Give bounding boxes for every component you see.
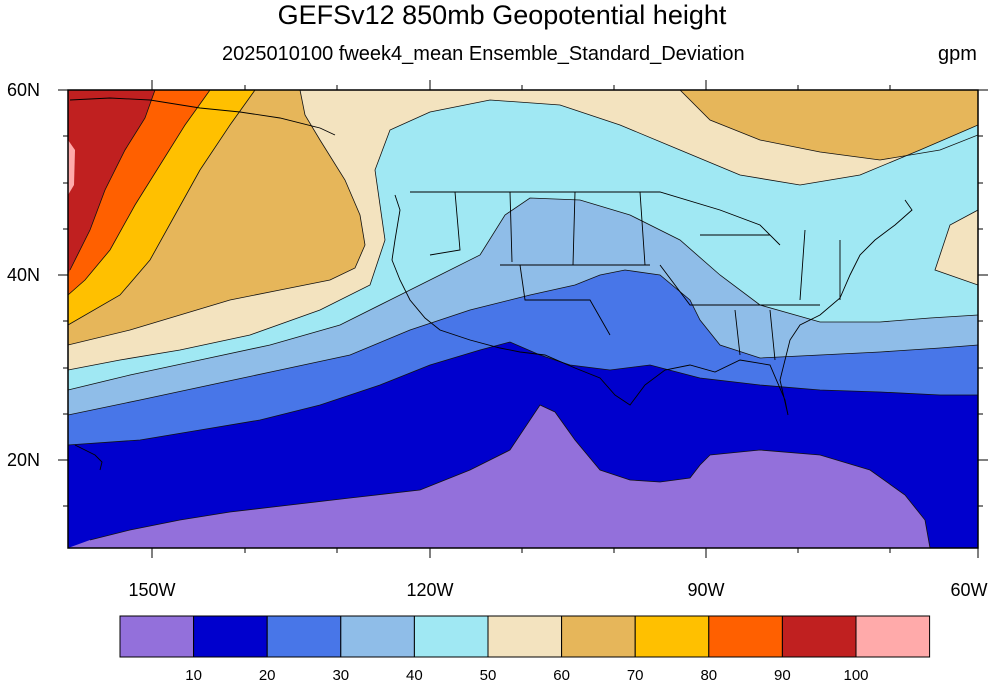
colorbar-tick-label: 90 [774,667,791,684]
chart-title: GEFSv12 850mb Geopotential height [277,0,727,30]
colorbar-swatch [487,615,563,658]
colorbar-swatch [193,615,268,658]
band-0-10 [68,405,930,548]
colorbar-swatch [413,615,489,658]
colorbar-tick-label: 50 [479,667,497,684]
colorbar-swatch [561,615,636,658]
colorbar-tick-label: 70 [626,667,644,684]
colorbar [119,615,931,658]
lon-label-90w: 90W [687,580,725,600]
lon-label-60w: 60W [950,580,988,600]
colorbar-swatch [634,615,710,658]
colorbar-tick-label: 80 [700,667,718,684]
lon-label-150w: 150W [128,580,176,600]
colorbar-tick-label: 40 [406,667,423,684]
axis-ticks [58,80,988,558]
lat-label-60n: 60N [6,80,40,100]
coastlines [69,97,913,471]
colorbar-tick-label: 60 [553,667,570,684]
colorbar-swatch [708,615,783,658]
lat-label-40n: 40N [6,265,40,285]
lon-label-120w: 120W [406,580,454,600]
colorbar-swatch [266,615,342,658]
colorbar-swatch [340,615,415,658]
chart-subtitle: 2025010100 fweek4_mean Ensemble_Standard… [222,43,745,65]
units-label: gpm [938,43,977,65]
colorbar-tick-label: 20 [258,667,276,684]
colorbar-swatch [119,615,195,658]
contour-lines [68,90,978,548]
band-60-70-east [680,90,978,160]
lat-label-20n: 20N [6,450,40,470]
colorbar-swatch [855,615,931,658]
map-frame [67,89,979,549]
band-100-plus [68,140,75,195]
colorbar-tick-label: 30 [332,667,350,684]
colorbar-tick-label: 10 [185,667,202,684]
contour-fills [68,90,978,548]
colorbar-swatch [781,615,857,658]
colorbar-tick-label: 100 [843,667,869,684]
